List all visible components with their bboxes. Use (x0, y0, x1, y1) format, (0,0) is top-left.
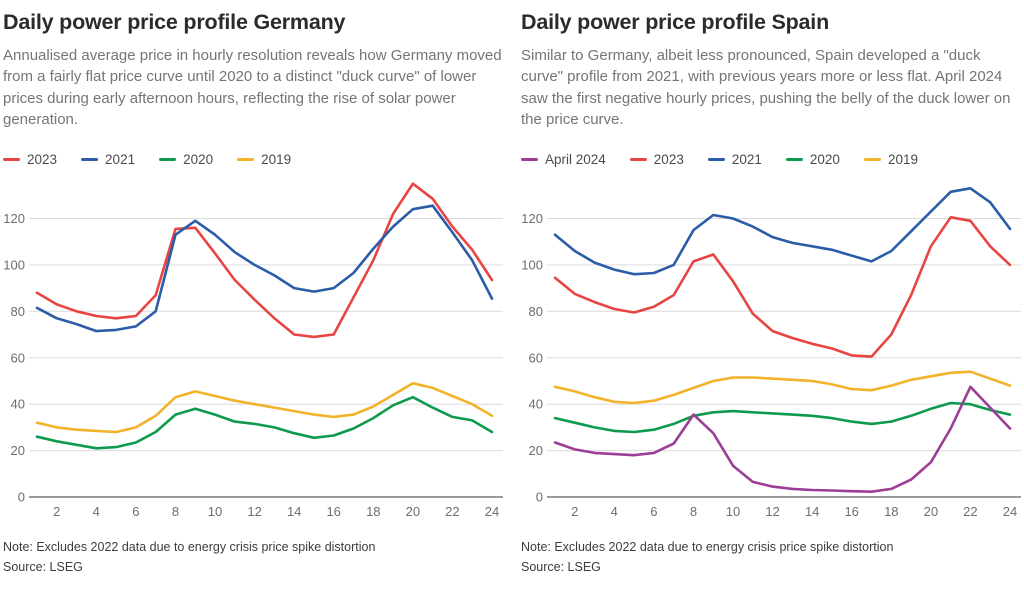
y-tick-label: 120 (3, 211, 25, 226)
panel-germany: Daily power price profile Germany Annual… (3, 10, 505, 574)
x-tick-label: 24 (1003, 504, 1017, 519)
x-tick-label: 14 (805, 504, 819, 519)
x-tick-label: 8 (172, 504, 179, 519)
x-tick-label: 20 (924, 504, 938, 519)
germany-chart-source: Source: LSEG (3, 559, 83, 574)
legend-label: April 2024 (545, 152, 606, 168)
legend-swatch (863, 158, 881, 162)
legend-item-2019: 2019 (863, 152, 918, 168)
x-tick-label: 20 (406, 504, 420, 519)
legend-label: 2019 (261, 152, 292, 168)
germany-chart-title: Daily power price profile Germany (3, 10, 346, 34)
legend-label: 2021 (731, 152, 762, 168)
legend-label: 2020 (183, 152, 214, 168)
series-line-2023 (35, 181, 494, 338)
spain-legend: April 2024 2023 2021 2020 2019 (521, 152, 1014, 168)
legend-swatch (3, 158, 20, 162)
x-tick-label: 22 (445, 504, 459, 519)
series-line-2023 (553, 215, 1012, 358)
x-tick-label: 2 (571, 504, 578, 519)
legend-swatch (237, 158, 255, 162)
y-tick-label: 20 (529, 443, 543, 458)
legend-label: 2020 (809, 152, 840, 168)
page: Daily power price profile Germany Annual… (3, 10, 1021, 574)
x-tick-label: 12 (247, 504, 261, 519)
legend-item-2023: 2023 (3, 152, 57, 167)
x-tick-label: 18 (366, 504, 380, 519)
y-tick-label: 60 (529, 350, 543, 365)
x-tick-label: 12 (765, 504, 779, 519)
spain-chart-title: Daily power price profile Spain (521, 10, 830, 34)
x-tick-label: 16 (326, 504, 340, 519)
y-tick-label: 20 (11, 443, 25, 458)
series-line-2021 (35, 203, 494, 332)
x-tick-label: 8 (690, 504, 697, 519)
x-tick-label: 2 (53, 504, 60, 519)
y-tick-label: 60 (11, 350, 25, 365)
y-tick-label: 120 (521, 211, 543, 226)
legend-swatch (159, 158, 177, 162)
y-tick-label: 0 (18, 489, 25, 504)
germany-chart-subtitle: Annualised average price in hourly resol… (3, 46, 502, 129)
legend-item-2023: 2023 (629, 152, 684, 168)
y-tick-label: 80 (11, 303, 25, 318)
legend-swatch (785, 158, 803, 162)
x-tick-label: 16 (844, 504, 858, 519)
legend-label: 2023 (653, 152, 684, 168)
y-tick-label: 80 (529, 303, 543, 318)
x-tick-label: 14 (287, 504, 301, 519)
legend-swatch (629, 158, 647, 162)
series-line-april-2024 (553, 385, 1012, 493)
y-tick-label: 100 (3, 257, 25, 272)
x-tick-label: 10 (208, 504, 222, 519)
x-tick-label: 10 (726, 504, 740, 519)
legend-item-april-2024: April 2024 (521, 152, 606, 167)
legend-item-2021: 2021 (81, 152, 135, 167)
series-line-2019 (35, 381, 494, 433)
y-tick-label: 40 (11, 396, 25, 411)
x-tick-label: 4 (93, 504, 100, 519)
legend-item-2020: 2020 (785, 152, 840, 168)
series-line-2020 (35, 395, 494, 450)
legend-item-2021: 2021 (707, 152, 762, 168)
legend-swatch (707, 158, 725, 162)
legend-label: 2019 (887, 152, 918, 168)
germany-chart-note: Note: Excludes 2022 data due to energy c… (3, 539, 376, 554)
legend-item-2019: 2019 (237, 152, 291, 167)
legend-swatch (521, 158, 538, 162)
legend-item-2020: 2020 (159, 152, 213, 167)
legend-label: 2021 (105, 152, 136, 168)
x-tick-label: 6 (132, 504, 139, 519)
series-line-2020 (553, 401, 1012, 433)
spain-chart-note: Note: Excludes 2022 data due to energy c… (521, 539, 894, 554)
x-tick-label: 24 (485, 504, 499, 519)
series-line-2019 (553, 369, 1012, 404)
germany-legend: 2023 2021 2020 2019 (3, 152, 505, 168)
legend-label: 2023 (27, 152, 58, 168)
y-tick-label: 100 (521, 257, 543, 272)
spain-chart-subtitle: Similar to Germany, albeit less pronounc… (521, 46, 1011, 129)
y-tick-label: 40 (529, 396, 543, 411)
x-tick-label: 4 (611, 504, 618, 519)
spain-chart-source: Source: LSEG (521, 559, 601, 574)
x-tick-label: 18 (884, 504, 898, 519)
x-tick-label: 6 (650, 504, 657, 519)
series-line-2021 (553, 186, 1012, 276)
legend-swatch (81, 158, 99, 162)
x-tick-label: 22 (963, 504, 977, 519)
y-tick-label: 0 (536, 489, 543, 504)
panel-spain: Daily power price profile Spain Similar … (521, 10, 1021, 574)
